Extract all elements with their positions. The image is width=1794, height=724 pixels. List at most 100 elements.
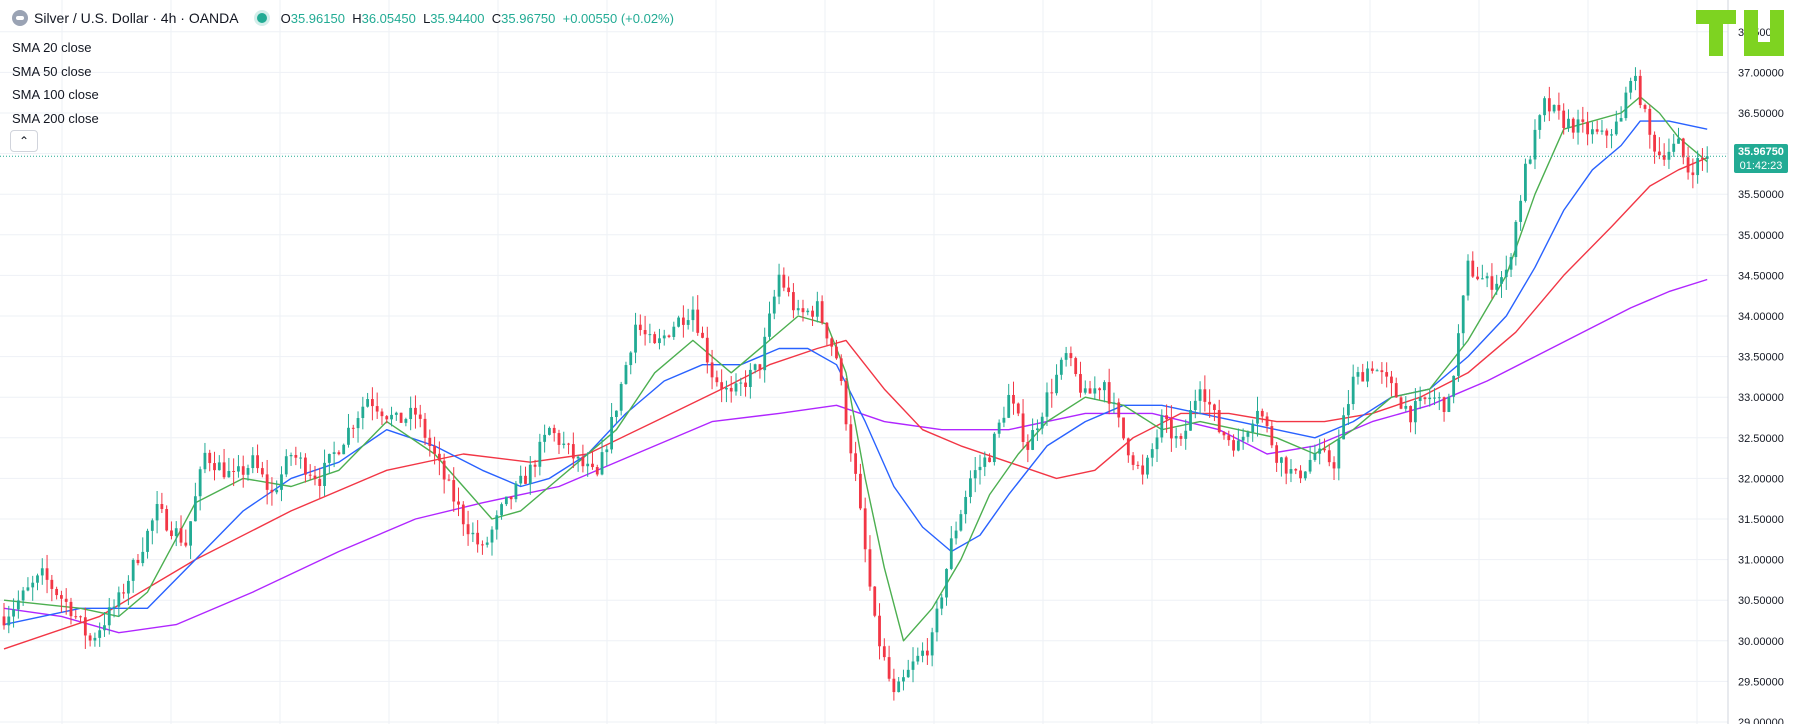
candle-body [729, 387, 733, 392]
candle-body [1480, 278, 1484, 280]
candle-body [337, 452, 341, 455]
candle-body [1418, 397, 1422, 402]
candle-body [868, 549, 872, 587]
candle-body [1500, 277, 1503, 284]
candle-body [978, 466, 982, 471]
candle-body [189, 521, 192, 546]
candle-body [772, 296, 776, 314]
candle-body [146, 530, 149, 552]
candle-body [1265, 416, 1269, 427]
candle-body [1643, 105, 1647, 109]
candle-body [1160, 415, 1164, 438]
candle-body [275, 489, 279, 493]
candle-body [332, 452, 336, 454]
candle-body [1179, 436, 1183, 439]
candle-body [1040, 416, 1044, 429]
candle-body [614, 410, 618, 417]
candle-body [1576, 119, 1580, 133]
price-tick-label: 30.50000 [1738, 595, 1784, 607]
indicator-sma-200[interactable]: SMA 200 close [12, 110, 99, 126]
candle-body [677, 317, 680, 327]
candle-body [150, 520, 154, 531]
candle-body [323, 462, 326, 486]
candle-body [1648, 108, 1652, 135]
candle-body [40, 568, 44, 576]
candle-body [935, 608, 939, 633]
candle-body [973, 470, 977, 479]
candle-body [375, 406, 379, 412]
candle-body [930, 632, 934, 656]
candle-body [576, 456, 580, 459]
candle-body [1217, 410, 1221, 433]
price-tick-label: 34.00000 [1738, 311, 1784, 323]
candle-body [1102, 382, 1106, 391]
candle-body [600, 452, 604, 475]
candle-body [835, 346, 838, 359]
indicator-sma-20[interactable]: SMA 20 close [12, 40, 92, 55]
candle-body [739, 382, 743, 384]
candle-body [562, 443, 566, 445]
candle-body [1442, 397, 1446, 412]
candle-body [715, 377, 719, 383]
candle-body [1380, 370, 1384, 373]
candle-body [136, 559, 140, 564]
candle-body [916, 655, 920, 662]
candle-body [1370, 368, 1374, 371]
candle-body [284, 456, 288, 475]
indicator-sma-100[interactable]: SMA 100 close [12, 87, 99, 102]
candle-body [648, 334, 652, 336]
candle-body [1270, 426, 1274, 446]
chart-legend: Silver / U.S. Dollar · 4h · OANDA O35.96… [12, 10, 674, 26]
candle-body [107, 607, 111, 626]
candle-body [1495, 283, 1499, 290]
symbol-title[interactable]: Silver / U.S. Dollar · 4h · OANDA [34, 10, 239, 26]
price-tick-label: 32.50000 [1738, 433, 1784, 445]
candle-body [925, 650, 929, 656]
candle-body [1466, 260, 1470, 296]
candle-body [873, 586, 877, 616]
candle-body [1280, 457, 1283, 463]
candle-body [1409, 405, 1412, 423]
candle-body [509, 496, 513, 500]
candle-body [1007, 394, 1011, 418]
candle-body [1136, 464, 1140, 466]
candle-body [1241, 436, 1245, 441]
candle-body [839, 358, 843, 381]
candle-body [1433, 397, 1436, 399]
candle-body [753, 364, 757, 370]
candle-body [112, 606, 116, 608]
candle-body [366, 399, 370, 407]
candle-body [347, 427, 350, 445]
candle-body [1375, 370, 1379, 372]
candle-body [304, 457, 307, 475]
candle-body [356, 418, 360, 429]
candle-body [988, 457, 991, 463]
candle-body [1079, 374, 1082, 393]
candle-body [471, 532, 475, 535]
candle-body [466, 524, 470, 535]
candle-body [1246, 432, 1250, 437]
candle-body [796, 308, 800, 311]
candle-body [1562, 110, 1566, 129]
candle-body [1385, 372, 1389, 377]
indicator-sma-50[interactable]: SMA 50 close [12, 63, 92, 79]
candle-body [308, 474, 312, 476]
candle-body [370, 399, 374, 407]
candle-body [1528, 159, 1532, 164]
candle-body [93, 637, 97, 641]
candle-body [409, 407, 413, 420]
candle-body [1342, 415, 1346, 440]
candle-body [1289, 469, 1293, 474]
candle-body [1533, 129, 1537, 160]
last-price-value: 35.96750 [1738, 146, 1784, 158]
candle-body [1413, 401, 1417, 423]
sma-20-line [3, 96, 1708, 642]
candle-body [959, 514, 963, 531]
collapse-legend-button[interactable]: ⌃ [10, 130, 38, 152]
candle-body [1327, 450, 1331, 463]
candle-body [1313, 453, 1317, 460]
candle-body [849, 424, 853, 454]
candle-body [103, 625, 106, 631]
candle-body [1653, 134, 1656, 152]
